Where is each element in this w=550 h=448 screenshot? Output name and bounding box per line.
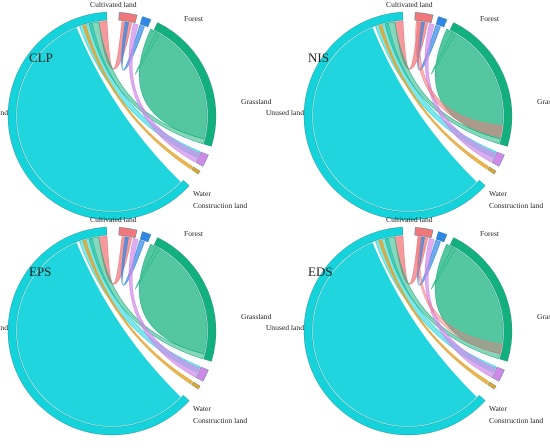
arc-segment-forest (139, 231, 152, 243)
arc-segment-construction-land (487, 381, 497, 390)
label-cultivated-land: Cultivated land (386, 0, 433, 9)
chord-ribbon (378, 239, 489, 385)
label-construction-land: Construction land (489, 416, 543, 425)
label-grassland: Grassland (537, 97, 550, 106)
arc-segment-unused-land (303, 226, 486, 436)
label-unused-land: Unused land (0, 108, 8, 117)
label-construction-land: Construction land (193, 201, 247, 210)
label-construction-land: Construction land (489, 201, 543, 210)
label-forest: Forest (480, 14, 500, 23)
arc-segment-forest (435, 16, 448, 28)
arc-segment-water (195, 366, 209, 382)
chord-ribbon (134, 243, 208, 355)
panel-title: EPS (29, 264, 51, 279)
arc-segment-cultivated-land (118, 227, 138, 239)
label-unused-land: Unused land (266, 323, 304, 332)
chord-ribbon (430, 243, 504, 355)
arc-segment-cultivated-land (118, 12, 138, 24)
arc-segment-unused-land (7, 226, 190, 436)
arc-segment-water (491, 366, 505, 382)
arc-segment-construction-land (191, 381, 201, 390)
label-grassland: Grassland (241, 97, 272, 106)
chord-ribbon (312, 27, 477, 212)
label-forest: Forest (184, 14, 204, 23)
label-water: Water (193, 189, 211, 198)
chord-panel-clp: CLP Cultivated land Forest Grassland Water Co… (0, 0, 272, 221)
arc-segment-unused-land (7, 11, 190, 221)
arc-segment-construction-land (487, 166, 497, 175)
chord-ribbon (88, 21, 205, 145)
label-water: Water (489, 404, 507, 413)
label-cultivated-land: Cultivated land (90, 215, 137, 224)
chord-ribbon (416, 236, 503, 355)
arc-segment-water (491, 151, 505, 167)
arc-segment-cultivated-land (414, 12, 434, 24)
arc-segment-forest (139, 16, 152, 28)
chord-ribbon (128, 23, 200, 163)
arc-segment-water (195, 151, 209, 167)
chord-ribbon (128, 238, 200, 378)
chord-ribbon (134, 28, 208, 140)
chord-ribbon (82, 239, 193, 385)
label-forest: Forest (480, 229, 500, 238)
chord-panel-eds: EDS Cultivated land Forest Grassland Water Co… (266, 215, 550, 436)
arc-segment-unused-land (303, 11, 486, 221)
label-cultivated-land: Cultivated land (90, 0, 137, 9)
label-grassland: Grassland (241, 312, 272, 321)
label-construction-land: Construction land (193, 416, 247, 425)
arc-segment-cultivated-land (414, 227, 434, 239)
label-unused-land: Unused land (0, 323, 8, 332)
arc-segment-construction-land (191, 166, 201, 175)
chord-ribbon (121, 236, 145, 286)
arc-segment-forest (435, 231, 448, 243)
chord-ribbon (16, 27, 181, 212)
chord-ribbon (415, 21, 503, 138)
panel-title: NIS (308, 50, 329, 65)
chord-ribbon (424, 238, 496, 378)
panel-title: CLP (29, 50, 53, 65)
label-unused-land: Unused land (266, 108, 304, 117)
label-grassland: Grassland (537, 312, 550, 321)
chord-ribbon (424, 23, 496, 163)
panel-title: EDS (308, 264, 333, 279)
label-forest: Forest (184, 229, 204, 238)
chord-ribbon (16, 242, 181, 427)
chord-ribbon (378, 24, 489, 170)
label-water: Water (193, 404, 211, 413)
label-cultivated-land: Cultivated land (386, 215, 433, 224)
chord-ribbon (88, 236, 205, 360)
chord-ribbon (384, 21, 501, 145)
chord-panel-eps: EPS Cultivated land Forest Grassland Water Co… (0, 215, 272, 436)
chord-panel-nis: NIS Cultivated land Forest Grassland Water Co… (266, 0, 550, 221)
chord-ribbon (121, 21, 145, 71)
chord-ribbon (82, 24, 193, 170)
chord-ribbon (312, 242, 477, 427)
label-water: Water (489, 189, 507, 198)
